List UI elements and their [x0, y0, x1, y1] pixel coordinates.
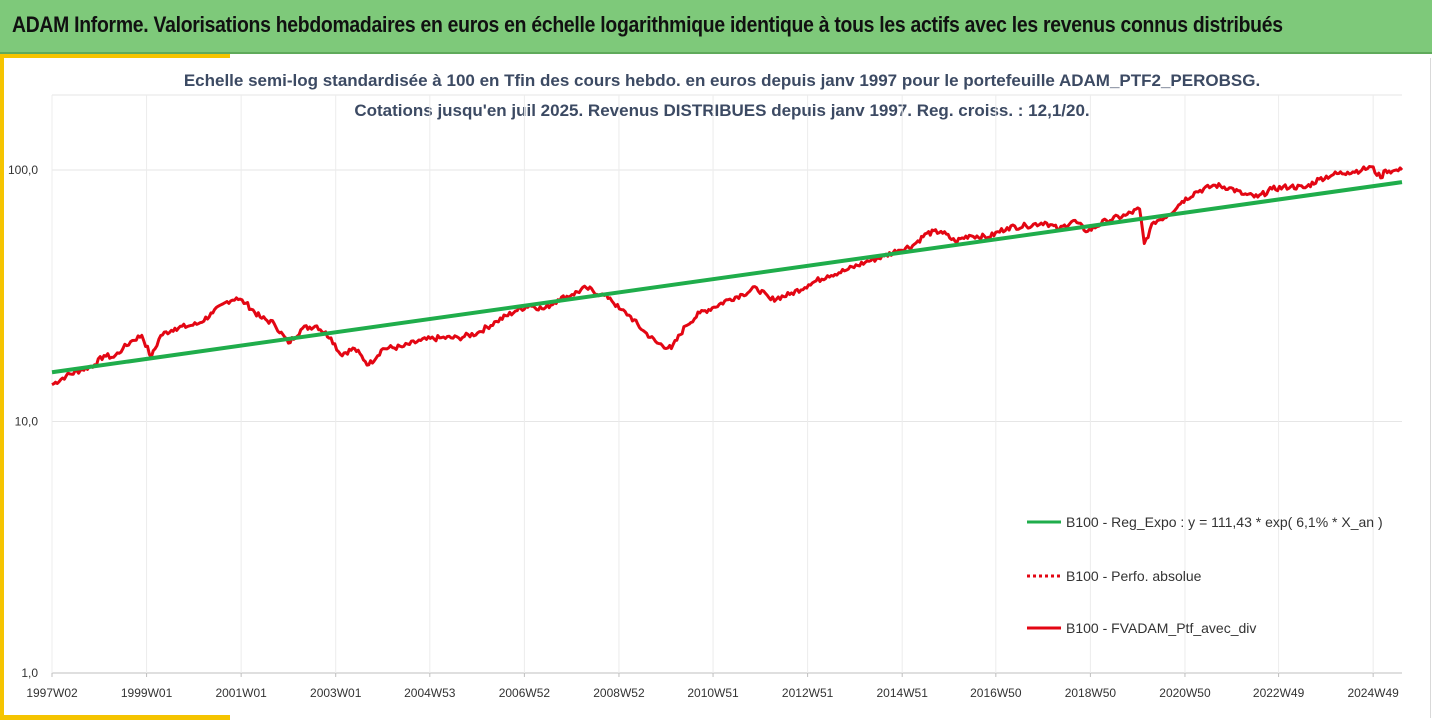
accent-bar-top [0, 54, 230, 58]
x-tick-label: 2010W51 [687, 686, 739, 700]
x-tick-label: 2022W49 [1253, 686, 1305, 700]
header-banner: ADAM Informe. Valorisations hebdomadaire… [0, 0, 1432, 54]
legend: B100 - Reg_Expo : y = 111,43 * exp( 6,1%… [1027, 514, 1383, 636]
x-tick-label: 2016W50 [970, 686, 1022, 700]
x-tick-label: 2014W51 [877, 686, 929, 700]
x-tick-label: 2012W51 [782, 686, 834, 700]
legend-label-1: B100 - Reg_Expo : y = 111,43 * exp( 6,1%… [1066, 514, 1383, 530]
x-tick-label: 2020W50 [1159, 686, 1211, 700]
chart-title-line-2: Cotations jusqu'en juil 2025. Revenus DI… [354, 101, 1089, 120]
x-tick-label: 2003W01 [310, 686, 362, 700]
x-tick-label: 2001W01 [215, 686, 267, 700]
x-axis-ticks: 1997W02 1999W01 2001W01 2003W01 2004W53 2006W… [26, 686, 1399, 700]
accent-bar-left [0, 54, 4, 720]
series-layer [51, 165, 1404, 387]
x-tick-label: 2008W52 [593, 686, 645, 700]
accent-bar-bottom [0, 715, 230, 720]
x-tick-label: 2004W53 [404, 686, 456, 700]
chart-title-line-1: Echelle semi-log standardisée à 100 en T… [184, 71, 1260, 90]
series-line-portfolio [51, 165, 1404, 387]
y-tick-label: 10,0 [15, 415, 39, 429]
x-tick-label: 2024W49 [1347, 686, 1399, 700]
chart-frame [4, 58, 1431, 718]
x-tick-label: 2018W50 [1065, 686, 1117, 700]
y-tick-label: 100,0 [8, 163, 38, 177]
series-line-regression [51, 180, 1403, 375]
y-tick-label: 1,0 [21, 666, 38, 680]
y-axis-ticks: 1,0 10,0 100,0 [8, 163, 38, 680]
legend-label-3: B100 - FVADAM_Ptf_avec_div [1066, 620, 1256, 636]
gridlines [51, 94, 1402, 677]
legend-label-2: B100 - Perfo. absolue [1066, 568, 1202, 584]
x-tick-label: 1999W01 [121, 686, 173, 700]
x-tick-label: 2006W52 [499, 686, 551, 700]
page-title: ADAM Informe. Valorisations hebdomadaire… [12, 12, 1283, 37]
x-tick-label: 1997W02 [26, 686, 78, 700]
